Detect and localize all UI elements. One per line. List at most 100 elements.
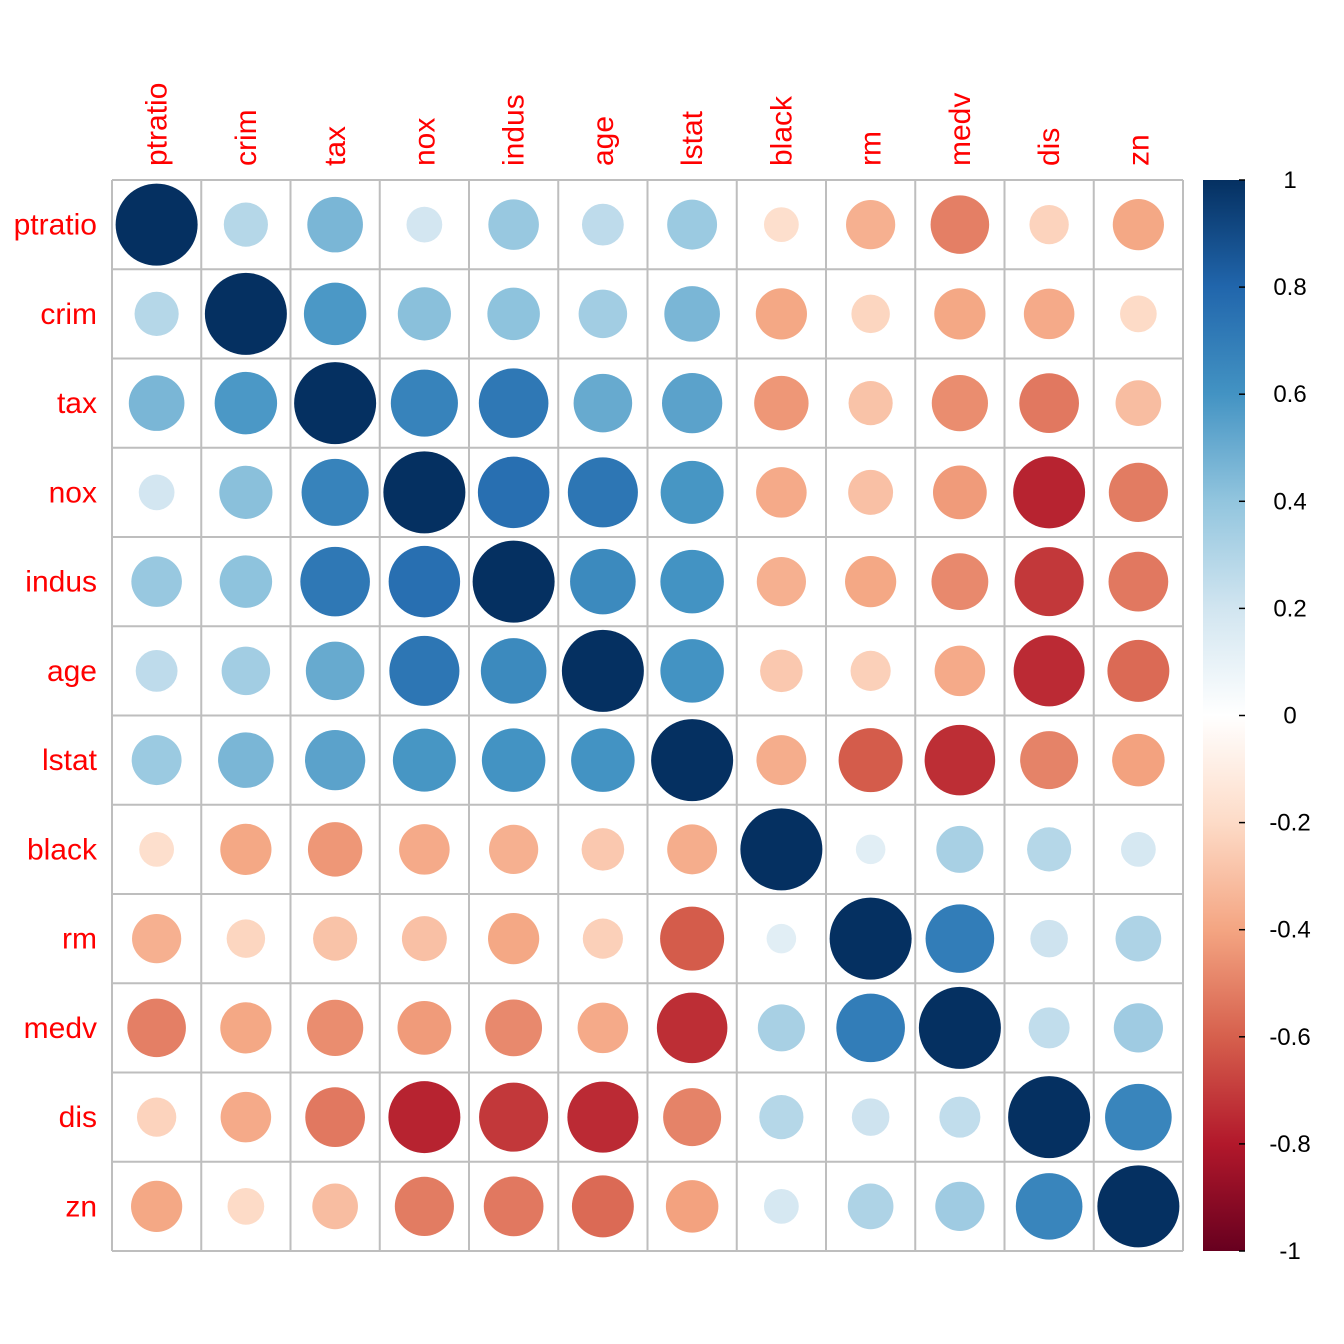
corr-circle-age-tax — [305, 641, 365, 701]
corr-circle-medv-medv — [918, 986, 1001, 1069]
corr-circle-rm-rm — [829, 897, 912, 980]
corr-circle-zn-ptratio — [131, 1180, 183, 1232]
column-label-rm: rm — [855, 131, 888, 166]
colorbar-gradient — [1203, 180, 1245, 1251]
corr-circle-zn-nox — [394, 1176, 454, 1236]
corr-circle-medv-indus — [485, 999, 543, 1057]
corr-circle-nox-dis — [1013, 456, 1086, 529]
corr-circle-tax-ptratio — [128, 375, 185, 431]
corr-circle-medv-black — [757, 1004, 805, 1052]
corr-circle-medv-ptratio — [127, 998, 186, 1058]
corr-circle-medv-dis — [1028, 1007, 1070, 1049]
corr-circle-tax-tax — [294, 362, 377, 445]
row-label-age: age — [47, 655, 97, 688]
corr-circle-medv-lstat — [656, 992, 728, 1064]
corr-circle-lstat-age — [571, 728, 635, 792]
corr-circle-age-medv — [934, 645, 986, 697]
corr-circle-tax-zn — [1115, 380, 1162, 426]
corr-circle-ptratio-crim — [223, 202, 268, 247]
corr-circle-ptratio-lstat — [667, 199, 718, 250]
corr-circle-tax-crim — [214, 371, 278, 435]
corr-circle-indus-ptratio — [131, 556, 182, 607]
corr-circle-tax-medv — [931, 375, 988, 432]
corr-circle-age-lstat — [660, 639, 724, 703]
corr-circle-indus-dis — [1014, 547, 1084, 617]
corr-circle-rm-tax — [313, 916, 358, 961]
corr-circle-ptratio-zn — [1112, 199, 1164, 251]
colorbar-tick-label: -0.2 — [1269, 810, 1310, 837]
corr-circle-dis-black — [759, 1095, 804, 1140]
corr-circle-age-crim — [221, 646, 271, 696]
corr-circle-crim-age — [578, 289, 628, 339]
corr-circle-nox-nox — [383, 451, 466, 534]
corr-circle-medv-nox — [397, 1000, 452, 1055]
corr-circle-ptratio-age — [581, 203, 624, 246]
corr-circle-dis-rm — [851, 1098, 890, 1136]
corr-circle-crim-medv — [934, 288, 986, 340]
corr-circle-ptratio-dis — [1029, 204, 1069, 245]
corr-circle-dis-crim — [220, 1091, 272, 1143]
column-label-indus: indus — [498, 94, 531, 166]
row-label-indus: indus — [25, 566, 97, 599]
corr-circle-indus-rm — [845, 556, 897, 608]
corr-circle-medv-crim — [220, 1002, 272, 1054]
corr-circle-rm-nox — [401, 916, 447, 962]
corr-circle-black-nox — [399, 824, 450, 875]
corr-circle-zn-age — [571, 1175, 634, 1238]
corr-circle-crim-indus — [487, 287, 540, 341]
matrix-cells — [115, 183, 1180, 1248]
corr-circle-black-ptratio — [139, 831, 175, 867]
corr-circle-lstat-crim — [218, 732, 274, 788]
corr-circle-nox-lstat — [660, 460, 724, 524]
row-label-nox: nox — [49, 476, 97, 509]
colorbar-tick-label: -0.4 — [1269, 917, 1310, 944]
corr-circle-lstat-zn — [1112, 733, 1165, 787]
corr-circle-black-lstat — [667, 824, 718, 875]
corr-circle-indus-tax — [300, 546, 370, 617]
corr-circle-rm-medv — [925, 904, 995, 973]
corr-circle-black-indus — [489, 824, 539, 874]
colorbar-tick-label: 0.2 — [1273, 595, 1306, 622]
corr-circle-nox-indus — [477, 456, 550, 529]
corr-circle-rm-black — [766, 923, 797, 954]
corr-circle-zn-lstat — [665, 1180, 719, 1233]
corr-circle-tax-age — [573, 373, 633, 433]
corr-circle-age-zn — [1107, 639, 1170, 702]
corr-circle-tax-black — [754, 375, 809, 431]
corr-circle-nox-age — [567, 457, 638, 528]
colorbar-tick-label: 0.6 — [1273, 381, 1306, 408]
corr-circle-age-indus — [480, 638, 547, 704]
corr-circle-nox-ptratio — [138, 474, 175, 511]
corr-circle-indus-crim — [219, 555, 273, 608]
corr-circle-tax-rm — [848, 381, 893, 426]
corr-circle-rm-age — [582, 918, 623, 959]
column-label-ptratio: ptratio — [141, 83, 174, 166]
row-labels: ptratio crim tax nox indus age lstat black rm med… — [14, 209, 98, 1224]
corr-circle-rm-zn — [1115, 915, 1162, 962]
corr-circle-rm-dis — [1030, 919, 1068, 958]
row-label-dis: dis — [59, 1101, 97, 1134]
corr-circle-crim-black — [755, 288, 807, 340]
corr-circle-age-black — [760, 649, 803, 693]
corr-circle-black-tax — [307, 822, 363, 877]
corr-circle-nox-medv — [932, 465, 987, 520]
corr-circle-crim-dis — [1023, 288, 1075, 340]
corr-circle-dis-age — [567, 1081, 639, 1153]
corr-circle-ptratio-nox — [406, 206, 443, 243]
corr-circle-tax-lstat — [661, 372, 723, 434]
column-labels: ptratio crim tax nox indus age lstat black rm med… — [141, 83, 1156, 166]
corr-circle-zn-indus — [483, 1176, 544, 1237]
corr-circle-lstat-nox — [392, 728, 456, 792]
column-label-dis: dis — [1033, 128, 1066, 166]
corr-circle-age-age — [561, 629, 644, 712]
corr-circle-black-crim — [220, 823, 272, 875]
column-label-crim: crim — [230, 109, 263, 166]
corr-circle-nox-black — [756, 467, 807, 518]
corr-circle-lstat-lstat — [651, 719, 734, 802]
column-label-nox: nox — [408, 118, 441, 166]
corr-circle-indus-nox — [388, 545, 461, 618]
corr-circle-zn-rm — [847, 1183, 894, 1230]
corr-circle-lstat-medv — [924, 724, 996, 796]
corr-circle-crim-crim — [204, 272, 287, 355]
corr-circle-rm-crim — [226, 919, 266, 958]
